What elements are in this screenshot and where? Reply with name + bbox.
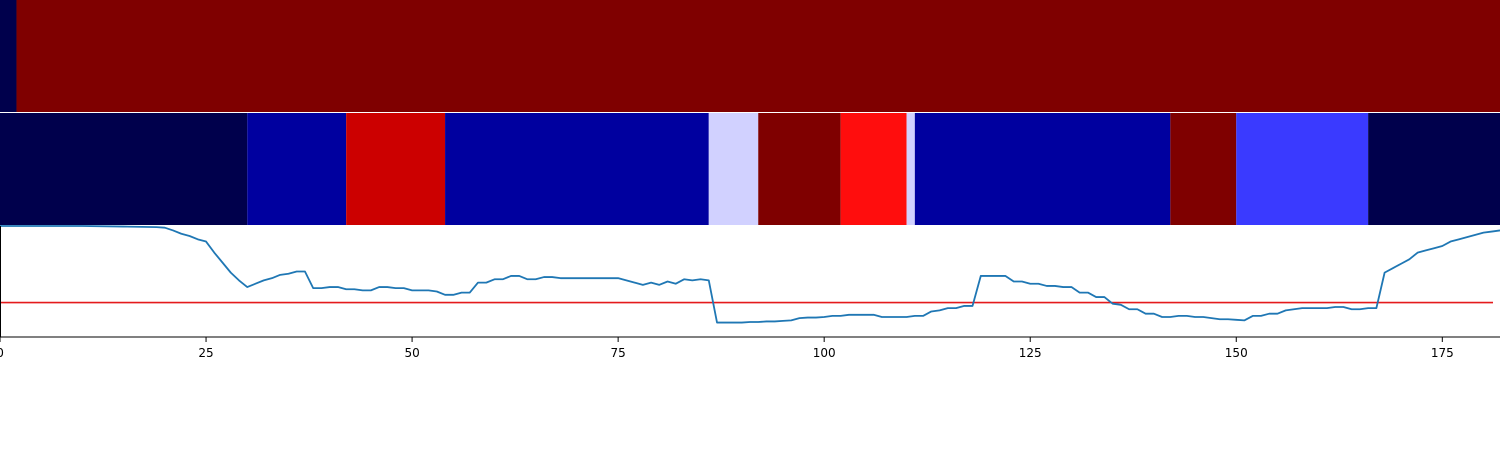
middle-band-segment-11	[1368, 113, 1500, 225]
x-tick-label-100: 100	[813, 346, 836, 360]
middle-band-segment-9	[1170, 113, 1237, 225]
top-band-segment-1	[16, 0, 1500, 112]
x-tick-label-175: 175	[1431, 346, 1454, 360]
x-tick-label-50: 50	[404, 346, 419, 360]
middle-heatmap-band	[0, 113, 1500, 225]
top-heatmap-band	[0, 0, 1500, 112]
middle-band-segment-7	[906, 113, 915, 225]
x-tick-label-75: 75	[610, 346, 625, 360]
middle-band-segment-6	[840, 113, 907, 225]
middle-band-segment-10	[1236, 113, 1369, 225]
middle-band-segment-2	[346, 113, 446, 225]
middle-band-segment-5	[758, 113, 841, 225]
top-band-segment-0	[0, 0, 17, 112]
middle-band-segment-4	[708, 113, 759, 225]
x-tick-label-150: 150	[1225, 346, 1248, 360]
series-line	[0, 225, 1500, 324]
x-tick-label-0: 0	[0, 346, 4, 360]
middle-band-segment-0	[0, 113, 248, 225]
line-panel	[0, 225, 1500, 338]
middle-band-segment-8	[914, 113, 1171, 225]
x-axis: 0 25 50 75 100 125 150 175	[0, 337, 1454, 360]
x-tick-label-125: 125	[1019, 346, 1042, 360]
middle-band-segment-3	[445, 113, 709, 225]
x-tick-label-25: 25	[198, 346, 213, 360]
middle-band-segment-1	[247, 113, 347, 225]
